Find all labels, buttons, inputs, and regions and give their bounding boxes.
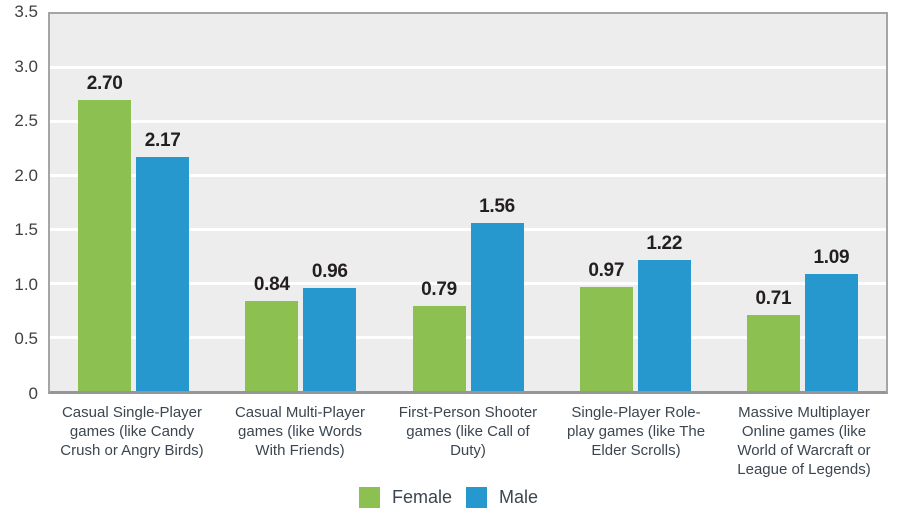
bar-column-male: 2.17 (136, 130, 190, 391)
bar-column-male: 1.56 (470, 195, 524, 391)
bar-column-female: 0.84 (245, 273, 299, 391)
category-labels: Casual Single-Player games (like Candy C… (48, 403, 888, 479)
y-axis-tick-label: 1.0 (14, 274, 38, 294)
bar-column-female: 0.97 (579, 259, 633, 391)
legend-label-male: Male (499, 487, 539, 507)
bar-value-label: 1.56 (479, 195, 515, 217)
category-label: Massive Multiplayer Online games (like W… (737, 404, 871, 478)
y-axis: 0 0.5 1.0 1.5 2.0 2.5 3.0 3.5 (0, 3, 38, 403)
bar-male (470, 222, 524, 391)
bar-value-label: 1.09 (813, 246, 850, 268)
bar-male (303, 287, 357, 391)
gridline (50, 281, 886, 285)
legend-label-female: Female (391, 487, 452, 507)
bar-value-label: 0.71 (755, 287, 792, 309)
bar-male (804, 273, 858, 391)
bar-column-female: 2.70 (78, 73, 132, 391)
y-axis-tick-label: 3.5 (14, 2, 38, 21)
legend-item-male: Male (466, 487, 538, 508)
bar-group: 0.79 1.56 (384, 196, 551, 391)
legend: Female Male (0, 487, 897, 508)
category-label: Single-Player Role-play games (like The … (566, 404, 706, 459)
bar-value-label: 0.96 (311, 260, 348, 282)
bar-group: 0.84 0.96 (217, 261, 384, 391)
legend-item-female: Female (358, 487, 452, 508)
bar-value-label: 2.17 (144, 130, 181, 152)
bar-column-male: 1.22 (637, 232, 691, 391)
bar-female (78, 100, 132, 391)
y-axis-tick-label: 0.5 (14, 329, 38, 349)
category-label: Casual Multi-Player games (like Words Wi… (234, 404, 366, 459)
bar-group: 0.97 1.22 (552, 233, 719, 391)
y-axis-tick-label: 0 (28, 384, 38, 403)
plot-area: 2.70 2.17 0.84 0.96 0.79 1.56 0.97 1.22 0.71 1.09 (48, 12, 888, 394)
bar-column-female: 0.71 (746, 287, 800, 391)
bar-value-label: 0.84 (253, 273, 290, 295)
bar-male (136, 157, 190, 391)
bar-column-male: 0.96 (303, 260, 357, 391)
y-axis-tick-label: 1.5 (14, 220, 38, 240)
bar-value-label: 0.97 (588, 259, 625, 281)
category-label: Casual Single-Player games (like Candy C… (60, 404, 204, 459)
bar-column-female: 0.79 (412, 278, 466, 391)
bar-groups: 2.70 2.17 0.84 0.96 0.79 1.56 0.97 1.22 0.71 1.09 (50, 14, 886, 391)
bar-group: 2.70 2.17 (50, 73, 217, 391)
bar-female (579, 286, 633, 391)
gridline (50, 335, 886, 339)
bar-male (637, 259, 691, 391)
gridline (50, 174, 886, 178)
gridline (50, 120, 886, 124)
bar-female (245, 300, 299, 391)
gridline (50, 66, 886, 70)
bar-value-label: 0.79 (421, 278, 457, 300)
gridline (50, 227, 886, 231)
category-label: First-Person Shooter games (like Call of… (398, 404, 538, 459)
y-axis-tick-label: 3.0 (14, 56, 38, 76)
bar-female (746, 314, 800, 391)
bar-value-label: 2.70 (86, 73, 123, 95)
bar-value-label: 1.22 (646, 232, 683, 254)
female-color-swatch (358, 487, 380, 508)
bar-female (412, 305, 466, 391)
bar-group: 0.71 1.09 (719, 247, 886, 391)
y-axis-tick-label: 2.5 (14, 111, 38, 131)
male-color-swatch (466, 487, 487, 508)
bar-column-male: 1.09 (804, 246, 858, 391)
y-axis-tick-label: 2.0 (14, 165, 38, 185)
